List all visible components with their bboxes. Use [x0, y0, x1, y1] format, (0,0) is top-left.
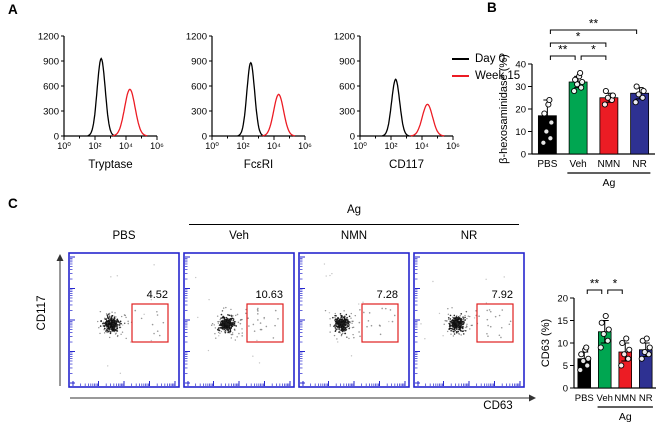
- svg-text:0: 0: [350, 132, 355, 143]
- svg-text:20: 20: [557, 294, 568, 305]
- svg-text:FcεRI: FcεRI: [244, 159, 273, 171]
- svg-text:7.28: 7.28: [377, 289, 398, 301]
- svg-text:10⁰: 10⁰: [353, 141, 367, 151]
- flow-plot-veh: 10.63: [183, 252, 295, 393]
- svg-text:900: 900: [43, 57, 59, 68]
- cd117-axis-arrow-icon: [54, 252, 66, 393]
- flow-y-axis-label: CD117: [36, 295, 48, 331]
- svg-text:30: 30: [515, 82, 526, 93]
- histogram-tryptase: 0 300 600 900 1200 10⁰ 10² 10⁴ 10⁶ Tryptase: [24, 24, 164, 177]
- week15-line-swatch: [452, 74, 469, 77]
- svg-text:0: 0: [202, 132, 207, 143]
- svg-text:Ag: Ag: [602, 177, 615, 189]
- svg-text:10: 10: [515, 127, 526, 138]
- panel-a-label: A: [8, 2, 18, 17]
- svg-text:10²: 10²: [384, 141, 397, 151]
- ag-group-label: Ag: [346, 204, 362, 216]
- svg-text:**: **: [589, 17, 599, 31]
- flow-col-label-veh: Veh: [229, 230, 249, 242]
- legend-row-week15: Week 15: [452, 67, 520, 84]
- svg-text:15: 15: [557, 316, 568, 327]
- svg-text:0: 0: [521, 150, 526, 161]
- panel-c-label: C: [8, 196, 18, 211]
- svg-text:1200: 1200: [334, 32, 355, 43]
- svg-text:Veh: Veh: [597, 393, 613, 404]
- svg-text:40: 40: [515, 60, 526, 71]
- svg-text:1200: 1200: [38, 32, 59, 43]
- svg-text:10⁰: 10⁰: [205, 141, 219, 151]
- svg-text:300: 300: [339, 107, 355, 118]
- cd63-bar-chart: 0 5 10 15 20 CD63 (%) PBS Veh NMN NR Ag ** *: [538, 240, 662, 431]
- svg-text:7.92: 7.92: [492, 289, 513, 301]
- svg-text:NMN: NMN: [614, 393, 636, 404]
- ag-group-line: [189, 224, 519, 225]
- svg-text:CD117: CD117: [389, 159, 424, 171]
- flow-col-label-nmn: NMN: [340, 230, 368, 242]
- svg-text:300: 300: [191, 107, 207, 118]
- svg-text:Tryptase: Tryptase: [88, 159, 132, 171]
- svg-text:10²: 10²: [236, 141, 249, 151]
- histogram-cd117: 0 300 600 900 1200 10⁰ 10² 10⁴ 10⁶ CD117: [320, 24, 460, 177]
- svg-text:600: 600: [43, 82, 59, 93]
- day0-line-swatch: [452, 57, 469, 60]
- hexosaminidase-bar-chart: 0 10 20 30 40 β-hexosaminidase (%) PBS Veh NMN NR…: [496, 6, 661, 197]
- svg-text:10⁰: 10⁰: [57, 141, 71, 151]
- svg-text:20: 20: [515, 105, 526, 116]
- legend-row-day0: Day 0: [452, 50, 520, 67]
- svg-text:4.52: 4.52: [147, 289, 168, 301]
- svg-text:5: 5: [563, 361, 568, 372]
- svg-text:10⁴: 10⁴: [267, 141, 281, 151]
- svg-text:**: **: [558, 43, 568, 57]
- svg-text:900: 900: [191, 57, 207, 68]
- svg-text:*: *: [576, 30, 581, 44]
- flow-col-label-pbs: PBS: [112, 230, 136, 242]
- flow-col-label-nr: NR: [460, 230, 478, 242]
- histogram-legend: Day 0 Week 15: [452, 50, 520, 84]
- legend-label-day0: Day 0: [475, 52, 506, 65]
- svg-text:10.63: 10.63: [255, 289, 283, 301]
- svg-text:10²: 10²: [88, 141, 101, 151]
- svg-text:1200: 1200: [186, 32, 207, 43]
- histogram-fceri: 0 300 600 900 1200 10⁰ 10² 10⁴ 10⁶ FcεRI: [172, 24, 312, 177]
- svg-text:900: 900: [339, 57, 355, 68]
- svg-text:NMN: NMN: [597, 159, 620, 170]
- svg-text:600: 600: [339, 82, 355, 93]
- svg-text:10⁶: 10⁶: [446, 141, 460, 151]
- svg-text:CD63 (%): CD63 (%): [540, 319, 552, 367]
- svg-text:0: 0: [563, 384, 568, 395]
- svg-text:10⁶: 10⁶: [150, 141, 164, 151]
- svg-text:10⁴: 10⁴: [119, 141, 133, 151]
- svg-text:*: *: [613, 277, 618, 291]
- svg-text:PBS: PBS: [575, 393, 594, 404]
- svg-text:Ag: Ag: [619, 411, 632, 423]
- svg-text:10: 10: [557, 339, 568, 350]
- svg-text:*: *: [591, 43, 596, 57]
- svg-text:PBS: PBS: [537, 159, 557, 170]
- svg-text:0: 0: [54, 132, 59, 143]
- svg-text:β-hexosaminidase (%): β-hexosaminidase (%): [498, 54, 510, 164]
- flow-plot-nr: 7.92: [413, 252, 525, 393]
- flow-plot-nmn: 7.28: [298, 252, 410, 393]
- flow-plot-pbs: 4.52: [68, 252, 180, 393]
- svg-text:10⁶: 10⁶: [298, 141, 312, 151]
- panel-b-label: B: [487, 0, 497, 15]
- svg-text:10⁴: 10⁴: [415, 141, 429, 151]
- svg-text:NR: NR: [639, 393, 653, 404]
- flow-x-axis-label: CD63: [483, 400, 513, 412]
- cd63-axis-arrow-icon: [68, 391, 538, 409]
- svg-text:300: 300: [43, 107, 59, 118]
- svg-text:Veh: Veh: [570, 159, 587, 170]
- legend-label-week15: Week 15: [475, 69, 521, 82]
- svg-text:**: **: [590, 277, 600, 291]
- svg-text:NR: NR: [632, 159, 646, 170]
- svg-text:600: 600: [191, 82, 207, 93]
